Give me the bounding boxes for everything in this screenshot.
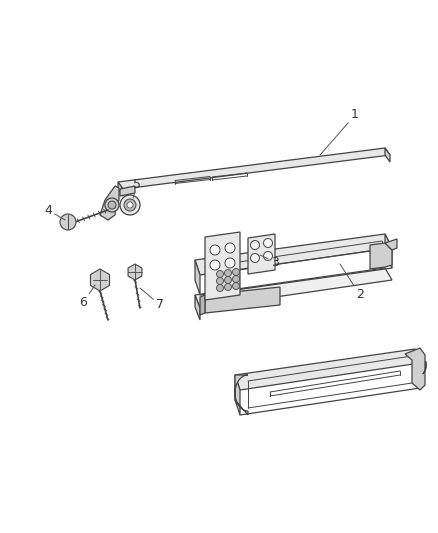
Circle shape xyxy=(216,271,223,278)
Circle shape xyxy=(225,258,235,268)
Circle shape xyxy=(233,276,240,282)
Polygon shape xyxy=(200,295,205,315)
Polygon shape xyxy=(405,348,425,390)
Polygon shape xyxy=(385,239,397,250)
Text: 1: 1 xyxy=(320,109,359,155)
Circle shape xyxy=(225,270,232,277)
Polygon shape xyxy=(415,349,420,388)
Text: 3: 3 xyxy=(260,255,279,269)
Text: 4: 4 xyxy=(44,204,65,220)
Polygon shape xyxy=(235,375,248,415)
Polygon shape xyxy=(385,148,390,162)
Polygon shape xyxy=(195,295,200,320)
Polygon shape xyxy=(120,186,135,196)
Circle shape xyxy=(60,214,76,230)
Polygon shape xyxy=(235,349,420,390)
Circle shape xyxy=(225,243,235,253)
Polygon shape xyxy=(100,186,119,220)
Circle shape xyxy=(264,252,272,261)
Circle shape xyxy=(120,195,140,215)
Polygon shape xyxy=(195,268,392,308)
Circle shape xyxy=(233,269,240,276)
Circle shape xyxy=(216,278,223,285)
Polygon shape xyxy=(128,264,142,280)
Polygon shape xyxy=(91,269,110,291)
Circle shape xyxy=(225,277,232,284)
Polygon shape xyxy=(195,260,200,295)
Text: 6: 6 xyxy=(79,285,95,310)
Polygon shape xyxy=(370,243,392,269)
Circle shape xyxy=(127,202,133,208)
Text: 5: 5 xyxy=(133,179,141,198)
Polygon shape xyxy=(195,234,392,275)
Text: 2: 2 xyxy=(340,264,364,302)
Polygon shape xyxy=(248,234,275,274)
Circle shape xyxy=(124,199,136,211)
Polygon shape xyxy=(205,232,240,300)
Circle shape xyxy=(264,238,272,247)
Circle shape xyxy=(251,240,259,249)
Polygon shape xyxy=(385,234,392,268)
Text: 7: 7 xyxy=(140,288,164,311)
Polygon shape xyxy=(205,287,280,313)
Circle shape xyxy=(251,254,259,262)
Circle shape xyxy=(216,285,223,292)
Circle shape xyxy=(105,198,119,212)
Polygon shape xyxy=(235,375,240,415)
Polygon shape xyxy=(118,182,123,196)
Circle shape xyxy=(225,284,232,290)
Circle shape xyxy=(210,260,220,270)
Circle shape xyxy=(233,282,240,289)
Polygon shape xyxy=(118,148,390,189)
Circle shape xyxy=(108,201,116,209)
Circle shape xyxy=(210,245,220,255)
